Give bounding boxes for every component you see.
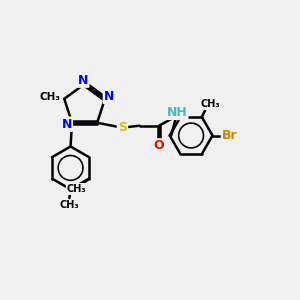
Text: CH₃: CH₃ <box>67 184 86 194</box>
Text: S: S <box>118 121 127 134</box>
Text: CH₃: CH₃ <box>59 200 79 210</box>
Text: Br: Br <box>222 129 238 142</box>
Text: N: N <box>104 90 114 103</box>
Text: NH: NH <box>167 106 187 119</box>
Text: N: N <box>61 118 72 131</box>
Text: CH₃: CH₃ <box>200 99 220 109</box>
Text: O: O <box>154 140 164 152</box>
Text: CH₃: CH₃ <box>40 92 61 102</box>
Text: N: N <box>78 74 88 87</box>
